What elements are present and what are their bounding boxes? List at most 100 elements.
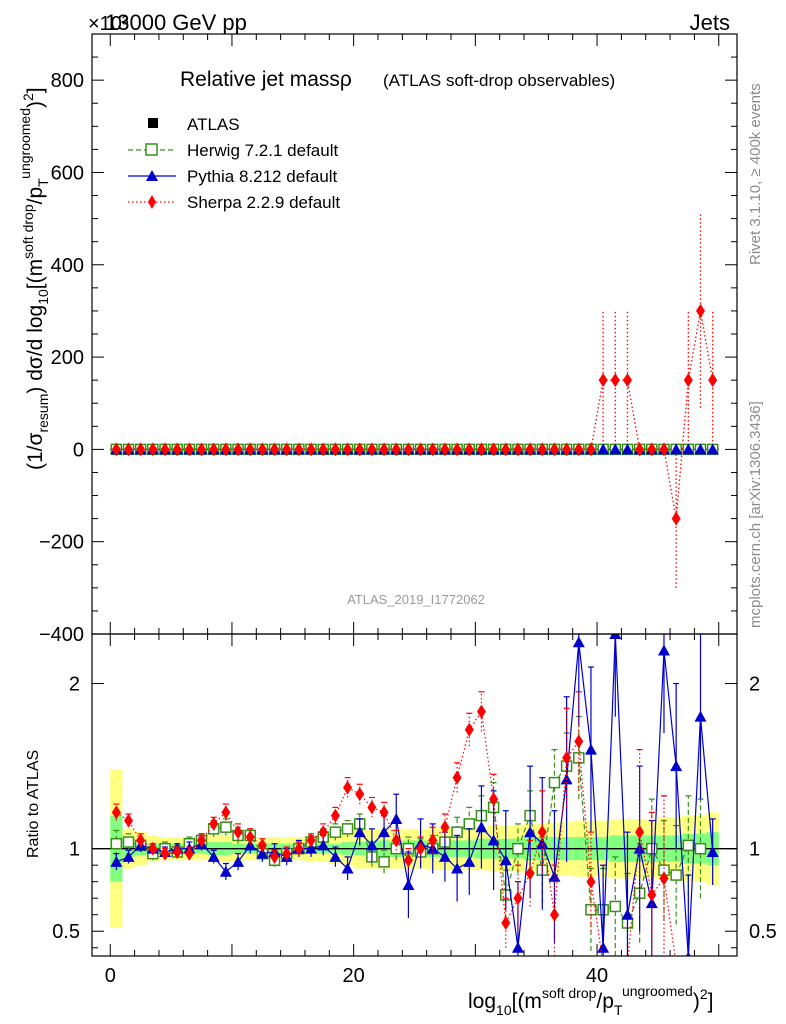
pythia-ratio-point — [232, 855, 245, 867]
sherpa-main-point — [270, 442, 280, 457]
pythia-ratio-point — [572, 636, 585, 648]
herwig-ratio-point — [609, 900, 622, 913]
sherpa-main-point — [379, 442, 389, 457]
sherpa-ratio-point — [330, 808, 340, 823]
sherpa-main-point — [598, 373, 608, 388]
sherpa-main-point — [124, 442, 134, 457]
sherpa-ratio-point — [233, 825, 243, 840]
sherpa-ratio-point — [464, 722, 474, 737]
sherpa-ratio-point — [306, 833, 316, 848]
sherpa-main-point — [525, 442, 535, 457]
sherpa-ratio-point — [672, 957, 681, 971]
sherpa-main-point — [343, 442, 353, 457]
sherpa-main-point — [452, 442, 462, 457]
pythia-ratio-point — [511, 941, 524, 953]
pythia-ratio-point — [402, 878, 415, 890]
y-tick-label-main: −200 — [39, 532, 84, 554]
herwig-ratio-point — [341, 823, 354, 835]
sherpa-main-point — [586, 442, 596, 457]
pythia-ratio-point — [609, 634, 622, 639]
legend-label-atlas: ATLAS — [187, 115, 240, 134]
y-tick-label-main: 200 — [51, 347, 84, 369]
sherpa-ratio-point — [282, 846, 292, 861]
pythia-ratio-point — [353, 826, 366, 838]
sherpa-main-point — [476, 442, 486, 457]
sherpa-main-point — [513, 442, 523, 457]
y-tick-label-ratio-right: 1 — [749, 839, 760, 861]
y-tick-label-ratio: 2 — [69, 674, 80, 696]
x-tick-label: 40 — [586, 965, 608, 987]
sherpa-main-point — [610, 373, 620, 388]
axis-exponent-label: ×10³ — [88, 13, 129, 35]
pythia-ratio-point — [536, 837, 549, 849]
legend-label-herwig: Herwig 7.2.1 default — [187, 141, 338, 160]
sherpa-ratio-point — [124, 813, 134, 828]
sherpa-main-point — [257, 442, 267, 457]
pythia-main-point — [621, 443, 634, 455]
sherpa-ratio-point — [659, 871, 669, 886]
pythia-ratio-point — [378, 826, 391, 838]
sherpa-main-point — [184, 442, 194, 457]
sherpa-ratio-point — [136, 833, 146, 848]
y-tick-label-main: 600 — [51, 162, 84, 184]
sherpa-ratio-point — [562, 750, 572, 765]
y-tick-label-main: −400 — [39, 624, 84, 646]
pythia-ratio-point — [463, 855, 476, 867]
y-tick-label-ratio-right: 2 — [749, 674, 760, 696]
legend-entry-herwig: Herwig 7.2.1 default — [128, 141, 338, 160]
legend-marker-sherpa — [148, 195, 156, 209]
pythia-ratio-point — [329, 850, 342, 862]
herwig-ratio-point — [378, 856, 390, 868]
pythia-ratio-point — [597, 941, 610, 953]
legend-entry-sherpa: Sherpa 2.2.9 default — [128, 193, 340, 212]
legend-marker-pythia — [146, 170, 158, 181]
y-tick-label-main: 400 — [51, 255, 84, 277]
legend-label-sherpa: Sherpa 2.2.9 default — [187, 193, 340, 212]
sherpa-ratio-point — [111, 805, 121, 820]
sherpa-ratio-point — [391, 833, 401, 848]
category-label: Jets — [690, 10, 730, 35]
ratio-panel-plot — [110, 634, 719, 971]
pythia-ratio-point — [499, 854, 512, 866]
sherpa-ratio-point — [537, 825, 547, 840]
sherpa-main-point — [428, 442, 438, 457]
pythia-main-point — [597, 443, 610, 455]
legend-entry-atlas: ATLAS — [148, 115, 240, 134]
sherpa-ratio-point — [452, 770, 462, 785]
sherpa-main-point — [537, 442, 547, 457]
sherpa-ratio-point — [257, 838, 267, 853]
pythia-main-point — [670, 443, 683, 455]
sherpa-ratio-point — [270, 849, 280, 864]
pythia-ratio-point — [438, 850, 451, 862]
pythia-main-point — [682, 443, 695, 455]
legend-marker-herwig — [145, 143, 158, 156]
sherpa-ratio-point — [343, 780, 353, 795]
pythia-ratio-point — [633, 842, 646, 854]
sherpa-ratio-point — [513, 891, 523, 906]
pythia-ratio-point — [122, 850, 135, 862]
pythia-ratio-point — [487, 834, 500, 846]
sherpa-ratio-point — [367, 800, 377, 815]
pythia-ratio-point — [219, 865, 232, 877]
sherpa-main-point — [245, 442, 255, 457]
x-axis-label: log10[(msoft drop/pTungroomed)2] — [468, 983, 713, 1018]
herwig-ratio-point — [110, 837, 123, 850]
pythia-ratio-point — [256, 847, 269, 859]
sherpa-main-point — [355, 442, 365, 457]
pythia-ratio-point — [670, 760, 683, 772]
sherpa-main-point — [501, 442, 511, 457]
sherpa-main-point — [221, 442, 231, 457]
sherpa-main-point — [209, 442, 219, 457]
pythia-ratio-point — [317, 839, 330, 851]
y-tick-label-ratio-right: 0.5 — [749, 921, 777, 943]
sherpa-ratio-point — [611, 957, 620, 971]
y-axis-label-ratio: Ratio to ATLAS — [25, 750, 42, 858]
sherpa-main-point — [111, 442, 121, 457]
sherpa-ratio-point — [160, 846, 170, 861]
sherpa-main-point — [416, 442, 426, 457]
pythia-ratio-point — [451, 862, 464, 874]
herwig-ratio-point — [220, 821, 232, 833]
herwig-ratio-point — [694, 842, 707, 855]
sherpa-ratio-point — [549, 907, 559, 922]
